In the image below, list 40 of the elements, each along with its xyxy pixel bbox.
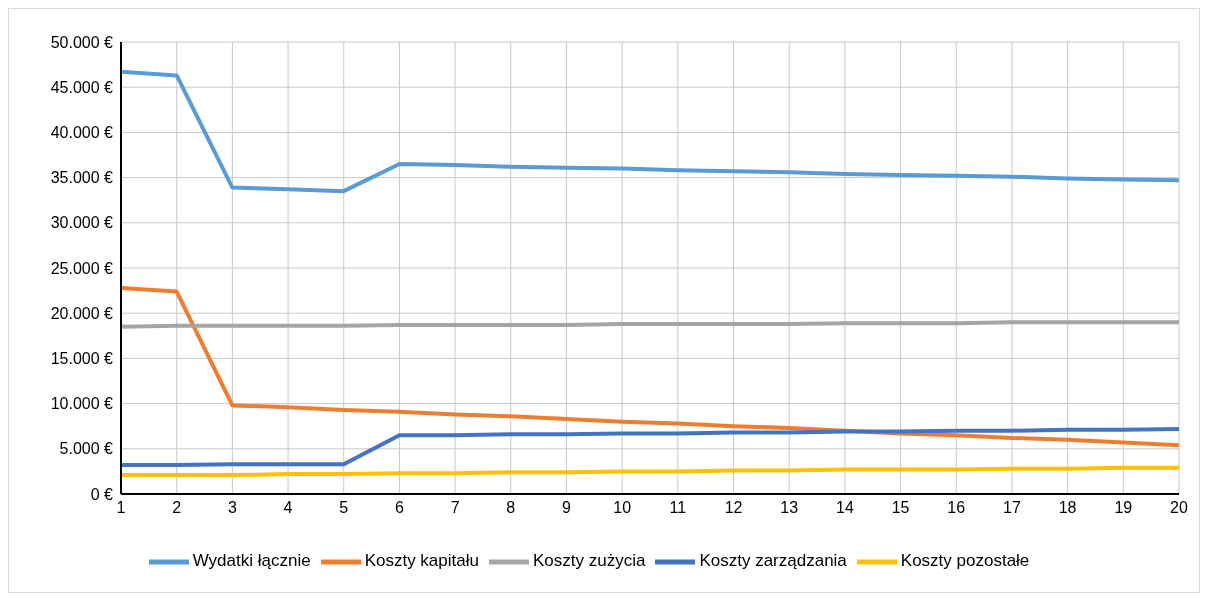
x-tick-label: 18 bbox=[1058, 499, 1077, 517]
line-series bbox=[121, 285, 1179, 448]
x-tick-label: 14 bbox=[836, 499, 854, 517]
y-tick-label: 25.000 € bbox=[50, 259, 114, 277]
x-tick-label: 6 bbox=[394, 499, 404, 517]
x-tick-label: 2 bbox=[172, 499, 182, 517]
y-tick-label: 35.000 € bbox=[50, 169, 114, 187]
x-tick-label: 12 bbox=[724, 499, 743, 517]
x-tick-label: 16 bbox=[947, 499, 966, 517]
y-tick-label: 20.000 € bbox=[50, 304, 114, 322]
x-tick-label: 17 bbox=[1003, 499, 1021, 517]
y-tick-label: 50.000 € bbox=[50, 33, 114, 51]
y-tick-label: 15.000 € bbox=[50, 350, 114, 368]
x-tick-label: 20 bbox=[1170, 499, 1188, 517]
legend-label: Koszty kapitału bbox=[364, 551, 479, 571]
x-tick-label: 7 bbox=[450, 499, 460, 517]
line-series bbox=[121, 426, 1179, 468]
legend-label: Koszty zużycia bbox=[532, 551, 646, 571]
x-tick-label: 4 bbox=[283, 499, 293, 517]
y-tick-label: 45.000 € bbox=[50, 78, 114, 96]
x-tick-label: 5 bbox=[339, 499, 349, 517]
legend-label: Koszty pozostałe bbox=[900, 551, 1030, 571]
y-tick-label: 5.000 € bbox=[59, 440, 114, 458]
x-tick-label: 3 bbox=[227, 499, 237, 517]
y-tick-label: 10.000 € bbox=[50, 395, 114, 413]
legend-label: Wydatki łącznie bbox=[192, 551, 311, 571]
x-tick-label: 9 bbox=[562, 499, 572, 517]
y-tick-label: 40.000 € bbox=[50, 124, 114, 142]
y-tick-label: 0 € bbox=[90, 485, 114, 503]
x-tick-label: 19 bbox=[1114, 499, 1133, 517]
x-tick-label: 11 bbox=[669, 499, 687, 517]
legend-label: Koszty zarządzania bbox=[699, 551, 847, 571]
x-tick-label: 1 bbox=[116, 499, 126, 517]
x-tick-label: 8 bbox=[506, 499, 516, 517]
x-tick-label: 10 bbox=[613, 499, 632, 517]
line-series bbox=[121, 69, 1179, 194]
y-tick-label: 30.000 € bbox=[50, 214, 114, 232]
x-tick-label: 13 bbox=[780, 499, 799, 517]
x-tick-label: 15 bbox=[891, 499, 910, 517]
line-series bbox=[121, 465, 1179, 478]
